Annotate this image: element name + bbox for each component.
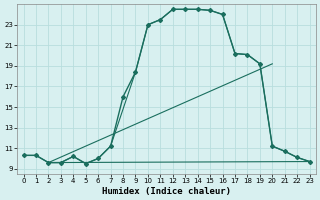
X-axis label: Humidex (Indice chaleur): Humidex (Indice chaleur) — [102, 187, 231, 196]
